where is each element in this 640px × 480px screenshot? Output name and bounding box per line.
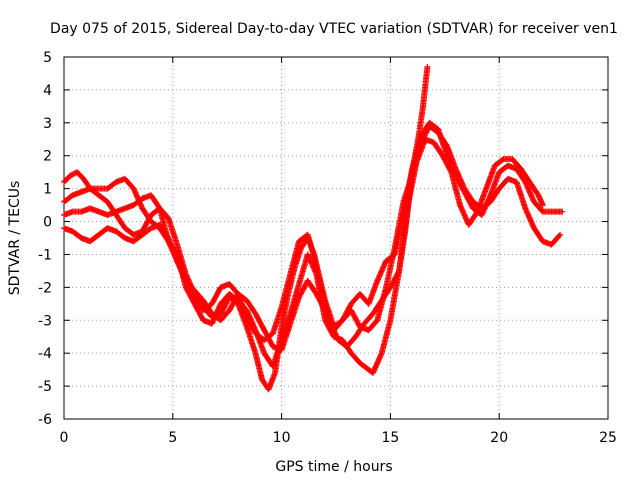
axis-ticks: 0 5 10 15 20 25 -6 -5 -4 -3 -2 -1 0 1 2 3 4 5 xyxy=(38,50,617,446)
x-axis-label: GPS time / hours xyxy=(275,459,392,475)
chart-title: Day 075 of 2015, Sidereal Day-to-day VTE… xyxy=(50,21,618,37)
data-point xyxy=(557,231,564,238)
y-tick-label: -4 xyxy=(38,346,52,362)
x-tick-label: 5 xyxy=(168,430,177,446)
x-tick-label: 20 xyxy=(490,430,508,446)
series-track-a xyxy=(61,63,431,393)
y-tick-label: 1 xyxy=(43,182,52,198)
data-point xyxy=(559,208,566,215)
data-point xyxy=(68,171,75,178)
y-axis-label: SDTVAR / TECUs xyxy=(7,181,23,296)
plot-frame xyxy=(63,56,609,420)
data-points xyxy=(61,63,566,393)
data-point xyxy=(70,171,77,178)
series-track-d xyxy=(61,123,564,353)
data-point xyxy=(447,167,454,174)
y-tick-label: 2 xyxy=(43,149,52,165)
series-track-c xyxy=(61,136,546,376)
y-tick-label: -6 xyxy=(38,412,52,428)
y-tick-label: 5 xyxy=(43,50,52,66)
grid-lines xyxy=(64,57,608,419)
x-tick-label: 25 xyxy=(599,430,617,446)
x-tick-label: 0 xyxy=(60,430,69,446)
y-tick-label: 4 xyxy=(43,83,52,99)
x-tick-label: 15 xyxy=(381,430,399,446)
data-point xyxy=(67,172,74,179)
y-tick-label: 3 xyxy=(43,116,52,132)
data-point xyxy=(424,63,431,70)
y-tick-label: 0 xyxy=(43,215,52,231)
data-point xyxy=(539,202,546,209)
data-point xyxy=(155,204,162,211)
y-tick-label: -3 xyxy=(38,313,52,329)
y-tick-label: -2 xyxy=(38,280,52,296)
y-tick-label: -1 xyxy=(38,247,52,263)
data-point xyxy=(556,232,563,239)
y-tick-label: -5 xyxy=(38,379,52,395)
x-tick-label: 10 xyxy=(273,430,291,446)
